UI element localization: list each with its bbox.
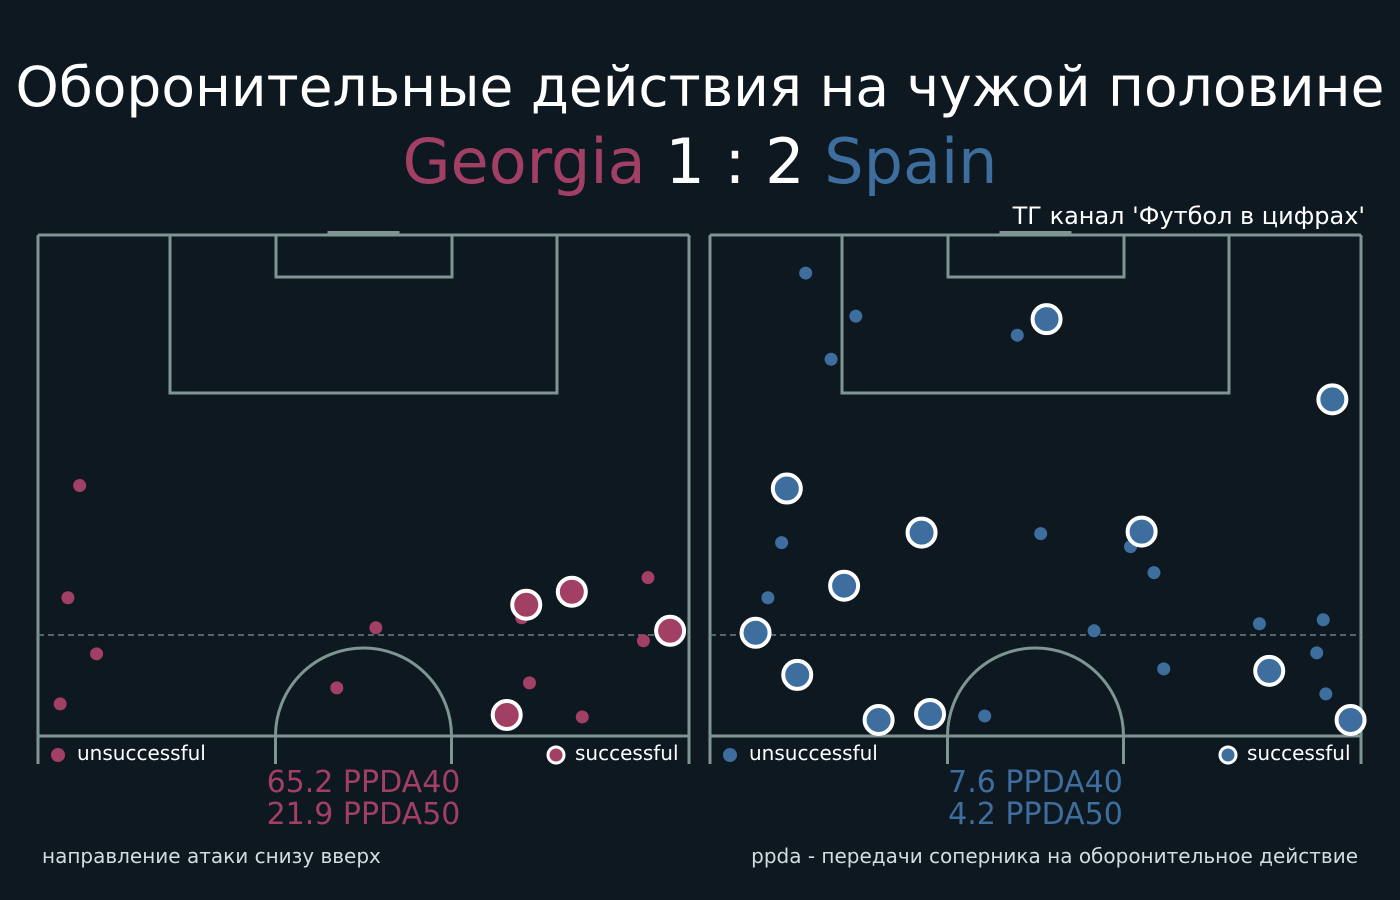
legend-unsuccessful-marker	[51, 748, 65, 762]
legend-unsuccessful-label: unsuccessful	[77, 741, 206, 765]
unsuccessful-action-point	[1010, 328, 1024, 342]
unsuccessful-action-point	[369, 621, 383, 635]
unsuccessful-action-point	[1310, 646, 1324, 660]
unsuccessful-action-point	[523, 676, 537, 690]
pitch-centre-circle	[946, 646, 1125, 764]
legend-successful-marker	[1218, 745, 1238, 765]
successful-action-point	[781, 658, 814, 691]
successful-action-point	[1125, 515, 1158, 548]
pitch-six-yard-box	[274, 235, 454, 279]
successful-action-point	[739, 616, 772, 649]
footer-ppda-note: ppda - передачи соперника на оборонитель…	[751, 844, 1358, 868]
home-team-name: Georgia	[402, 125, 646, 198]
pitch-penalty-box	[840, 235, 1231, 395]
footer-attack-direction: направление атаки снизу вверх	[42, 844, 381, 868]
unsuccessful-action-point	[849, 309, 863, 323]
unsuccessful-action-point	[53, 697, 67, 711]
successful-action-point	[490, 698, 523, 731]
successful-action-point	[510, 588, 543, 621]
away-team-name: Spain	[824, 125, 998, 198]
legend-unsuccessful-marker	[723, 748, 737, 762]
successful-action-point	[1030, 303, 1063, 336]
legend-successful-label: successful	[1247, 741, 1351, 765]
unsuccessful-action-point	[90, 647, 104, 661]
unsuccessful-action-point	[978, 709, 992, 723]
successful-action-point	[1334, 703, 1367, 736]
unsuccessful-action-point	[1319, 687, 1333, 701]
unsuccessful-action-point	[799, 266, 813, 280]
unsuccessful-action-point	[824, 352, 838, 366]
unsuccessful-action-point	[636, 634, 650, 648]
channel-credit: ТГ канал 'Футбол в цифрах'	[1012, 202, 1365, 230]
successful-action-point	[862, 703, 895, 736]
unsuccessful-action-point	[775, 536, 789, 550]
unsuccessful-action-point	[1316, 613, 1330, 627]
legend-unsuccessful-label: unsuccessful	[749, 741, 878, 765]
unsuccessful-action-point	[641, 571, 655, 585]
ppda40-value: 65.2 PPDA40	[267, 765, 461, 800]
unsuccessful-action-point	[73, 479, 87, 492]
chart-title: Оборонительные действия на чужой половин…	[15, 55, 1385, 119]
pitch-penalty-box	[168, 235, 559, 395]
successful-action-point	[654, 614, 687, 647]
unsuccessful-action-point	[761, 591, 775, 605]
ppda50-value: 4.2 PPDA50	[948, 797, 1123, 832]
successful-action-point	[555, 575, 588, 608]
unsuccessful-action-point	[1252, 617, 1266, 631]
unsuccessful-action-point	[1087, 624, 1101, 638]
ppda50-value: 21.9 PPDA50	[267, 797, 461, 832]
ppda40-value: 7.6 PPDA40	[948, 765, 1123, 800]
legend-successful-label: successful	[575, 741, 679, 765]
successful-action-point	[905, 516, 938, 549]
successful-action-point	[914, 697, 947, 730]
unsuccessful-action-point	[575, 710, 589, 724]
successful-action-point	[1316, 383, 1349, 416]
unsuccessful-action-point	[1034, 527, 1048, 541]
legend-successful-marker	[546, 745, 566, 765]
successful-action-point	[770, 472, 803, 505]
successful-action-point	[828, 569, 861, 602]
pitch-six-yard-box	[946, 235, 1126, 279]
unsuccessful-action-point	[1157, 662, 1171, 676]
unsuccessful-action-point	[330, 681, 344, 695]
pitch-centre-circle	[274, 646, 453, 764]
unsuccessful-action-point	[1147, 566, 1161, 580]
unsuccessful-action-point	[61, 591, 75, 605]
match-score: Georgia 1 : 2 Spain	[0, 124, 1400, 200]
score-result: 1 : 2	[665, 125, 805, 198]
successful-action-point	[1253, 654, 1286, 687]
